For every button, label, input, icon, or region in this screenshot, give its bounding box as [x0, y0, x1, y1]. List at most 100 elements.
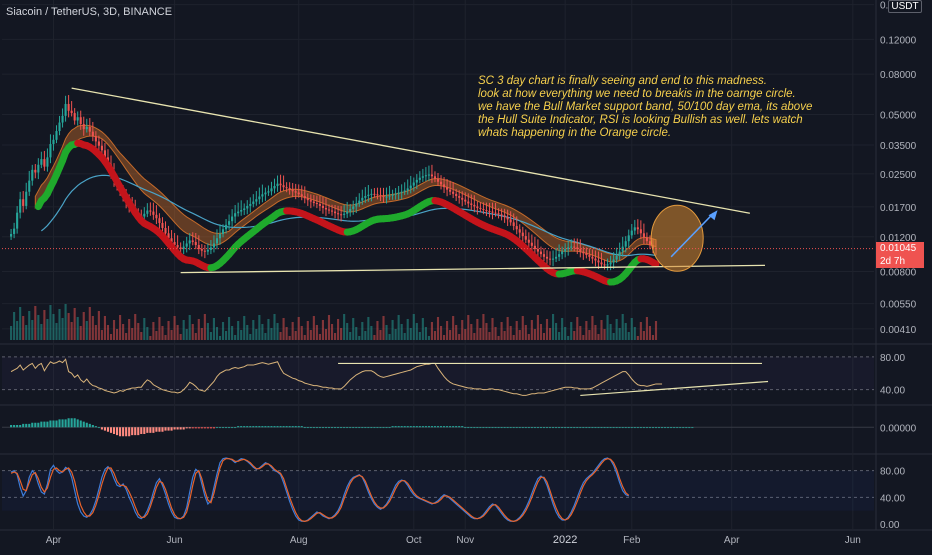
candle-body	[494, 213, 496, 214]
macd-bar	[625, 427, 627, 428]
macd-bar	[640, 427, 642, 428]
annotation-line: SC 3 day chart is finally seeing and end…	[478, 75, 808, 88]
volume-bar	[488, 332, 490, 340]
candle-body	[573, 247, 575, 248]
candle-body	[95, 136, 97, 141]
candle-body	[594, 259, 596, 261]
macd-bar	[316, 427, 318, 428]
volume-bar	[219, 336, 221, 340]
macd-bar	[485, 427, 487, 428]
macd-bar	[619, 427, 621, 428]
macd-bar	[298, 426, 300, 427]
volume-bar	[458, 334, 460, 340]
volume-bar	[216, 327, 218, 340]
macd-bar	[119, 427, 121, 436]
candle-body	[422, 176, 424, 177]
macd-bar	[234, 427, 236, 428]
volume-bar	[410, 328, 412, 340]
price-axis-tick: 0.05000	[880, 110, 917, 121]
candle-body	[101, 146, 103, 151]
volume-bar	[267, 319, 269, 340]
macd-bar	[283, 426, 285, 427]
macd-bar	[631, 427, 633, 428]
candle-body	[25, 192, 27, 206]
macd-bar	[655, 427, 657, 428]
macd-bar	[446, 426, 448, 427]
candle-body	[243, 208, 245, 210]
time-axis-tick: Jun	[167, 535, 183, 546]
volume-bar	[174, 316, 176, 340]
macd-bar	[231, 427, 233, 428]
macd-bar	[622, 427, 624, 428]
candle-body	[504, 215, 506, 217]
volume-bar	[104, 316, 106, 340]
volume-bar	[313, 316, 315, 340]
candle-body	[349, 209, 351, 212]
volume-bar	[74, 308, 76, 340]
quote-currency-button[interactable]: USDT	[888, 0, 922, 13]
macd-bar	[494, 427, 496, 428]
macd-bar	[392, 426, 394, 427]
volume-bar	[225, 331, 227, 340]
candle-body	[55, 131, 57, 140]
candle-body	[370, 194, 372, 195]
volume-bar	[537, 315, 539, 340]
candle-body	[161, 223, 163, 228]
volume-bar	[543, 333, 545, 340]
candle-body	[473, 205, 475, 206]
volume-bar	[473, 333, 475, 340]
macd-bar	[164, 427, 166, 430]
candle-body	[461, 198, 463, 200]
stoch-axis-tick: 80.00	[880, 467, 905, 478]
candle-body	[385, 196, 387, 197]
macd-bar	[628, 427, 630, 428]
macd-bar	[522, 427, 524, 428]
macd-bar	[137, 427, 139, 435]
candle-body	[437, 179, 439, 182]
candle-body	[416, 180, 418, 183]
macd-bar	[146, 427, 148, 433]
volume-bar	[177, 325, 179, 340]
volume-bar	[16, 321, 18, 340]
candle-body	[464, 200, 466, 202]
candle-body	[92, 132, 94, 137]
candle-body	[382, 196, 384, 197]
candle-body	[65, 104, 67, 116]
volume-bar	[579, 326, 581, 340]
volume-bar	[276, 323, 278, 340]
rsi-axis-tick: 80.00	[880, 353, 905, 364]
volume-bar	[452, 316, 454, 340]
volume-bar	[625, 323, 627, 340]
macd-bar	[370, 427, 372, 428]
candle-body	[522, 233, 524, 236]
candle-body	[482, 209, 484, 210]
chart-title: Siacoin / TetherUS, 3D, BINANCE	[6, 6, 172, 18]
candle-body	[319, 204, 321, 206]
macd-bar	[19, 425, 21, 427]
volume-bar	[210, 332, 212, 340]
macd-bar	[107, 427, 109, 432]
macd-bar	[61, 419, 63, 427]
volume-bar	[137, 323, 139, 340]
macd-bar	[325, 427, 327, 428]
candle-body	[10, 234, 12, 237]
macd-bar	[606, 427, 608, 428]
volume-bar	[95, 325, 97, 340]
candle-body	[346, 212, 348, 214]
volume-bar	[249, 334, 251, 340]
macd-bar	[510, 427, 512, 428]
macd-bar	[576, 427, 578, 428]
macd-bar	[473, 427, 475, 428]
candle-body	[198, 245, 200, 249]
candle-body	[361, 198, 363, 201]
macd-bar	[525, 427, 527, 428]
macd-bar	[307, 427, 309, 428]
candle-body	[546, 257, 548, 259]
macd-bar	[501, 427, 503, 428]
macd-bar	[361, 427, 363, 428]
volume-bar	[352, 318, 354, 340]
price-axis-tick: 0.00800	[880, 268, 917, 279]
volume-bar	[86, 321, 88, 340]
candle-body	[410, 186, 412, 189]
